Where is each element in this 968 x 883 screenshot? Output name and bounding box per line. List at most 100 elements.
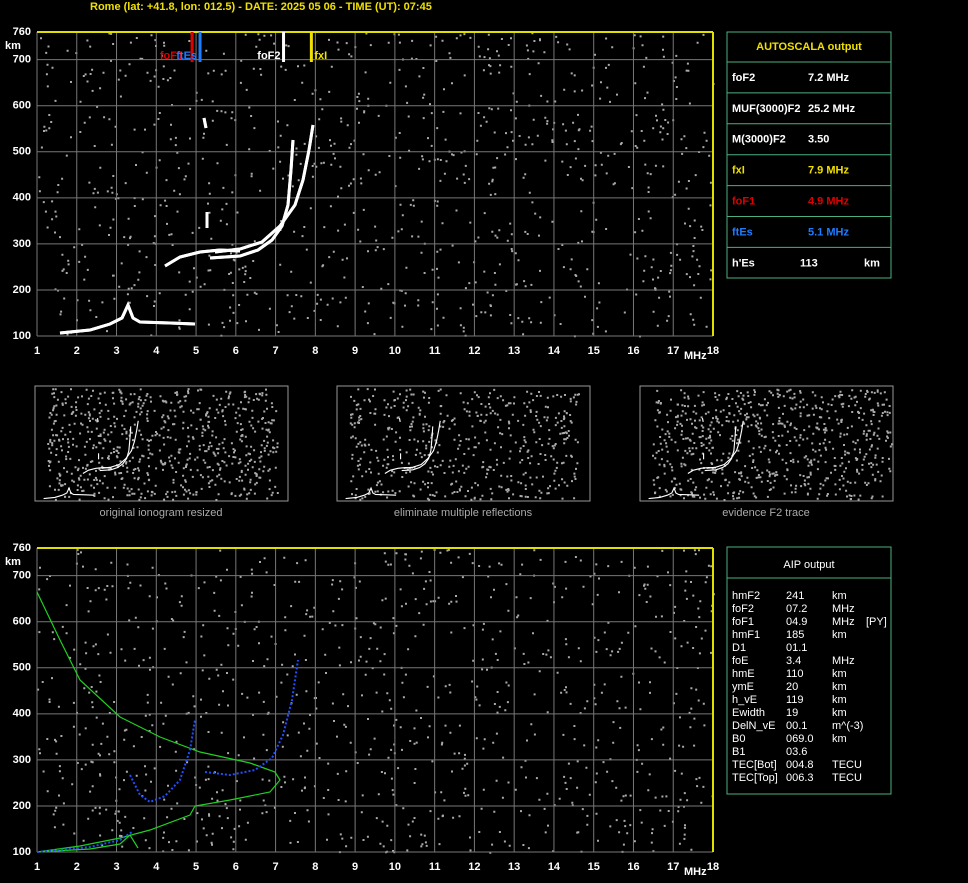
table-cell: foF2 [732, 603, 754, 615]
table-cell: 004.8 [786, 759, 814, 771]
table-cell: 01.1 [786, 642, 807, 654]
trace [59, 301, 196, 335]
x-tick-label: 16 [627, 861, 639, 873]
model-curve [36, 591, 281, 853]
x-tick-label: 15 [588, 345, 600, 357]
x-tick-label: 10 [389, 861, 401, 873]
y-tick-label: 100 [13, 846, 31, 858]
table-cell: B0 [732, 733, 745, 745]
table-cell: km [832, 590, 847, 602]
x-tick-label: 18 [707, 345, 719, 357]
table-cell: foF1 [732, 616, 754, 628]
trace [214, 124, 315, 254]
x-tick-label: 1 [34, 861, 40, 873]
header: Rome (lat: +41.8, lon: 012.5) - DATE: 20… [90, 1, 432, 13]
thumbnail-caption: original ionogram resized [100, 507, 223, 519]
profile [129, 719, 196, 804]
x-tick-label: 13 [508, 345, 520, 357]
table-cell: 4.9 MHz [808, 196, 849, 208]
table-cell: 006.3 [786, 772, 814, 784]
table-cell: M(3000)F2 [732, 134, 786, 146]
y-tick-label: 700 [13, 54, 31, 66]
x-tick-label: 6 [233, 345, 239, 357]
x-tick-label: 12 [468, 345, 480, 357]
x-tick-label: 17 [667, 345, 679, 357]
x-tick-label: 5 [193, 345, 199, 357]
table-cell: MUF(3000)F2 [732, 103, 800, 115]
thumbnail-traces [43, 418, 139, 500]
table-cell: km [832, 629, 847, 641]
table-cell: ymE [732, 681, 754, 693]
y-tick-label: 300 [13, 754, 31, 766]
table-cell: TECU [832, 772, 862, 784]
x-tick-label: 11 [429, 861, 441, 873]
table-cell: km [832, 668, 847, 680]
table-cell: 03.6 [786, 746, 807, 758]
x-tick-label: 1 [34, 345, 40, 357]
y-tick-label: 500 [13, 146, 31, 158]
table-cell: 069.0 [786, 733, 814, 745]
table-cell: 7.2 MHz [808, 72, 849, 84]
table-cell: hmF1 [732, 629, 760, 641]
x-tick-label: 10 [389, 345, 401, 357]
x-tick-label: 17 [667, 861, 679, 873]
x-tick-label: 11 [429, 345, 441, 357]
thumbnail-traces [345, 418, 441, 500]
model-curve [36, 834, 139, 853]
table-cell: TEC[Top] [732, 772, 778, 784]
y-tick-label: 300 [13, 238, 31, 250]
trace [701, 418, 704, 423]
table-cell: TEC[Bot] [732, 759, 777, 771]
aip-table: AIP output hmF2 241 km foF2 07.2 MHz foF1 04.9 MH… [726, 546, 892, 795]
table-cell: km [832, 681, 847, 693]
x-tick-label: 14 [548, 861, 561, 873]
x-tick-label: 8 [312, 861, 318, 873]
table-cell: h_vE [732, 694, 757, 706]
table-cell: foE [732, 655, 749, 667]
table-cell: [PY] [866, 616, 887, 628]
x-tick-label: 2 [74, 861, 80, 873]
trace [648, 486, 700, 500]
x-tick-label: 5 [193, 861, 199, 873]
trace [401, 426, 434, 472]
trace [706, 420, 744, 469]
trace [209, 139, 295, 260]
noise [652, 388, 893, 501]
table-cell: m^(-3) [832, 720, 863, 732]
table-frame [726, 546, 892, 795]
table-cell: foF2 [732, 72, 755, 84]
x-tick-label: 9 [352, 861, 358, 873]
marker-label: foF2 [257, 50, 280, 62]
table-cell: MHz [832, 655, 855, 667]
trace [43, 486, 95, 500]
trace [99, 426, 132, 472]
y-unit: km [5, 40, 21, 52]
thumbnail-caption: eliminate multiple reflections [394, 507, 533, 519]
x-tick-label: 7 [273, 861, 279, 873]
x-tick-label: 15 [588, 861, 600, 873]
y-tick-label: 600 [13, 100, 31, 112]
y-tick-label: 700 [13, 570, 31, 582]
table-cell: 113 [800, 257, 818, 269]
table-cell: DelN_vE [732, 720, 775, 732]
thumbnail-caption: evidence F2 trace [722, 507, 809, 519]
table-cell: 3.50 [808, 134, 829, 146]
x-unit: MHz [684, 350, 707, 362]
x-tick-label: 9 [352, 345, 358, 357]
y-tick-label: 760 [13, 26, 31, 38]
marker-label: foF1 [160, 50, 183, 62]
table-title: AIP output [783, 559, 834, 571]
table-title: AUTOSCALA output [756, 41, 862, 53]
table-cell: km [832, 733, 847, 745]
table-cell: 241 [786, 590, 804, 602]
table-cell: 185 [786, 629, 804, 641]
ionogram: 1 2 3 4 5 6 7 8 9 10 11 12 13 14 15 16 17 181002003004005… [5, 117, 719, 878]
table-cell: 19 [786, 707, 798, 719]
trace [96, 418, 99, 423]
x-tick-label: 16 [627, 345, 639, 357]
y-tick-label: 200 [13, 284, 31, 296]
table-cell: km [832, 707, 847, 719]
table-cell: 07.2 [786, 603, 807, 615]
